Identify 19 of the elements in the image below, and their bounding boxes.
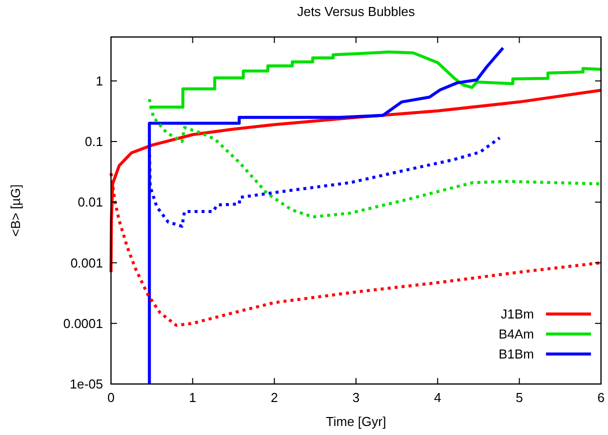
- y-tick-label: 0.1: [84, 134, 103, 150]
- chart-title: Jets Versus Bubbles: [297, 4, 416, 19]
- legend-label: J1Bm: [500, 306, 534, 322]
- x-tick-label: 1: [189, 390, 196, 405]
- legend-label: B1Bm: [498, 346, 534, 362]
- y-tick-label: 0.001: [70, 255, 103, 270]
- x-axis-title: Time [Gyr]: [326, 414, 386, 429]
- x-tick-label: 4: [434, 390, 442, 405]
- x-tick-label: 0: [107, 390, 115, 405]
- x-tick-label: 3: [352, 390, 360, 405]
- y-tick-label: 1e-05: [70, 376, 103, 392]
- legend-label: B4Am: [498, 326, 534, 342]
- x-tick-label: 6: [597, 390, 605, 405]
- y-tick-label: 0.0001: [63, 316, 103, 331]
- x-tick-label: 2: [270, 390, 278, 405]
- y-tick-label: 1: [96, 73, 103, 88]
- y-axis-title: <B> [µG]: [8, 184, 23, 237]
- x-tick-label: 5: [516, 390, 523, 405]
- y-tick-label: 0.01: [78, 194, 103, 210]
